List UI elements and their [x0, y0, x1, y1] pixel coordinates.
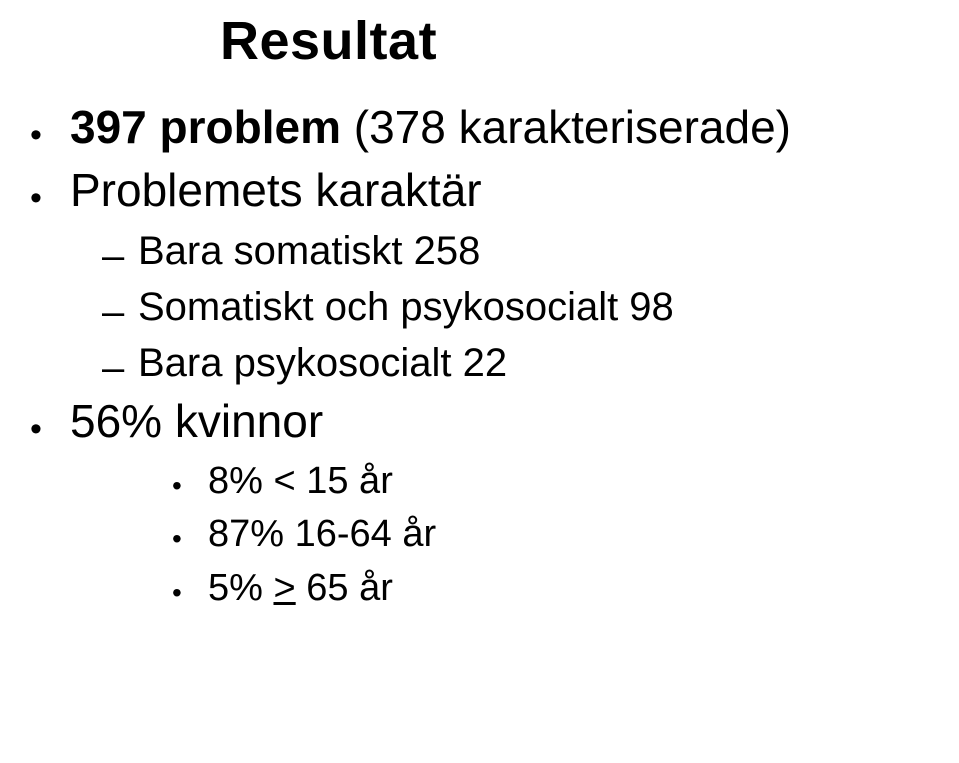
list-item: 56% kvinnor	[30, 394, 929, 449]
bullet-list-level1: 397 problem (378 karakteriserade) Proble…	[30, 100, 929, 218]
list-item: Problemets karaktär	[30, 163, 929, 218]
l3-text-3: 5% > 65 år	[208, 565, 393, 613]
l3-text-3-suffix: 65 år	[296, 567, 393, 609]
list-item: 87% 16-64 år	[172, 511, 929, 559]
bullet-list-level1b: 56% kvinnor	[30, 394, 929, 449]
bullet-list-level2: Bara somatiskt 258 Somatiskt och psykoso…	[102, 226, 929, 388]
list-item: Bara psykosocialt 22	[102, 338, 929, 388]
bullet-icon	[172, 565, 208, 607]
l3-text-1: 8% < 15 år	[208, 458, 393, 506]
bullet-icon	[172, 458, 208, 500]
bullet-icon	[30, 394, 70, 446]
list-item: 397 problem (378 karakteriserade)	[30, 100, 929, 155]
l2-text-1: Bara somatiskt 258	[138, 226, 480, 276]
l3-text-3-prefix: 5%	[208, 567, 273, 609]
l1-text-1-rest: (378 karakteriserade)	[341, 101, 791, 153]
slide: Resultat 397 problem (378 karakteriserad…	[0, 0, 959, 763]
bullet-icon	[172, 511, 208, 553]
list-item: Bara somatiskt 258	[102, 226, 929, 276]
l2-text-2: Somatiskt och psykosocialt 98	[138, 282, 674, 332]
bullet-icon	[30, 163, 70, 215]
ge-icon: >	[273, 567, 295, 609]
dash-icon	[102, 338, 138, 388]
l1-text-1-bold: 397 problem	[70, 101, 341, 153]
l3-text-2: 87% 16-64 år	[208, 511, 436, 559]
dash-icon	[102, 282, 138, 332]
bullet-list-level3: 8% < 15 år 87% 16-64 år 5% > 65 år	[172, 458, 929, 613]
l2-text-3: Bara psykosocialt 22	[138, 338, 507, 388]
slide-title: Resultat	[220, 10, 929, 72]
l1-text-3: 56% kvinnor	[70, 394, 323, 449]
list-item: 8% < 15 år	[172, 458, 929, 506]
dash-icon	[102, 226, 138, 276]
l1-text-1: 397 problem (378 karakteriserade)	[70, 100, 791, 155]
l1-text-2: Problemets karaktär	[70, 163, 482, 218]
bullet-icon	[30, 100, 70, 152]
list-item: Somatiskt och psykosocialt 98	[102, 282, 929, 332]
list-item: 5% > 65 år	[172, 565, 929, 613]
